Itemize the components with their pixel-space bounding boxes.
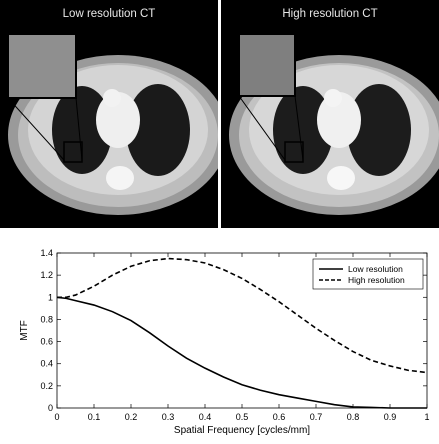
y-tick-label: 1.4: [40, 248, 53, 258]
ct-panel-low-resolution: Low resolution CT: [0, 0, 218, 228]
y-tick-label: 0.2: [40, 381, 53, 391]
zoom-inset-low: [7, 33, 77, 99]
mtf-chart-container: 0 0.1 0.2 0.3 0.4 0.5 0.6 0.7 0.8 0.9 1 0 0.2 0.4 0.6 0…: [0, 234, 439, 439]
panel-title-high: High resolution CT: [282, 8, 378, 20]
x-axis-label: Spatial Frequency [cycles/mm]: [174, 425, 310, 436]
y-tick-label: 0.4: [40, 359, 53, 369]
x-tick-label: 0.4: [199, 412, 212, 422]
y-tick-label: 1: [48, 292, 53, 302]
mtf-chart: 0 0.1 0.2 0.3 0.4 0.5 0.6 0.7 0.8 0.9 1 0 0.2 0.4 0.6 0…: [19, 248, 430, 436]
y-tick-label: 0.6: [40, 337, 53, 347]
x-tick-label: 0.7: [310, 412, 323, 422]
series-line-high-resolution: [57, 257, 428, 374]
x-tick-label: 0.8: [347, 412, 360, 422]
x-tick-label: 0.2: [125, 412, 138, 422]
y-axis-label: MTF: [19, 320, 30, 341]
x-tick-label: 0.3: [162, 412, 175, 422]
x-tick-label: 0: [54, 412, 59, 422]
x-tick-label: 1: [424, 412, 429, 422]
series-line-low-resolution: [56, 296, 427, 409]
legend-label: High resolution: [348, 275, 405, 285]
ct-scan-low-resolution: [7, 33, 218, 215]
zoom-inset-high: [238, 33, 296, 97]
ct-panel-high-resolution: High resolution CT: [221, 0, 439, 228]
y-tick-label: 0: [48, 403, 53, 413]
ct-scan-high-resolution: [229, 33, 439, 215]
y-tick-label: 0.8: [40, 314, 53, 324]
axis-ticks: 0 0.1 0.2 0.3 0.4 0.5 0.6 0.7 0.8 0.9 1 0 0.2 0.4 0.6 0…: [40, 248, 429, 422]
x-tick-label: 0.1: [88, 412, 101, 422]
x-tick-label: 0.5: [236, 412, 249, 422]
x-tick-label: 0.6: [273, 412, 286, 422]
series-lines: [56, 257, 428, 409]
legend-label: Low resolution: [348, 264, 403, 274]
x-tick-label: 0.9: [384, 412, 397, 422]
panel-title-low: Low resolution CT: [62, 8, 156, 20]
y-tick-label: 1.2: [40, 270, 53, 280]
legend-box: [312, 258, 424, 290]
